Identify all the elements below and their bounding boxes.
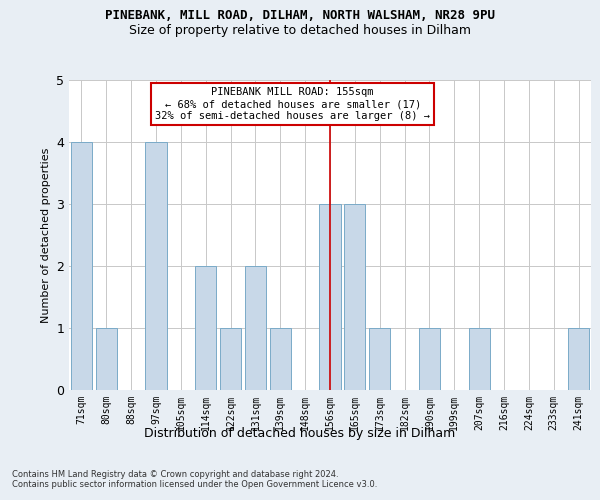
Bar bbox=[145, 142, 167, 390]
Text: PINEBANK, MILL ROAD, DILHAM, NORTH WALSHAM, NR28 9PU: PINEBANK, MILL ROAD, DILHAM, NORTH WALSH… bbox=[105, 9, 495, 22]
Bar bbox=[270, 328, 291, 390]
Y-axis label: Number of detached properties: Number of detached properties bbox=[41, 148, 50, 322]
Bar bbox=[220, 328, 241, 390]
Bar bbox=[568, 328, 589, 390]
Text: Size of property relative to detached houses in Dilham: Size of property relative to detached ho… bbox=[129, 24, 471, 37]
Bar bbox=[369, 328, 390, 390]
Bar bbox=[469, 328, 490, 390]
Text: PINEBANK MILL ROAD: 155sqm
← 68% of detached houses are smaller (17)
32% of semi: PINEBANK MILL ROAD: 155sqm ← 68% of deta… bbox=[155, 88, 430, 120]
Text: Contains HM Land Registry data © Crown copyright and database right 2024.
Contai: Contains HM Land Registry data © Crown c… bbox=[12, 470, 377, 490]
Bar bbox=[96, 328, 117, 390]
Bar bbox=[195, 266, 216, 390]
Bar bbox=[344, 204, 365, 390]
Bar bbox=[319, 204, 341, 390]
Bar bbox=[71, 142, 92, 390]
Bar bbox=[245, 266, 266, 390]
Bar bbox=[419, 328, 440, 390]
Text: Distribution of detached houses by size in Dilham: Distribution of detached houses by size … bbox=[145, 428, 455, 440]
